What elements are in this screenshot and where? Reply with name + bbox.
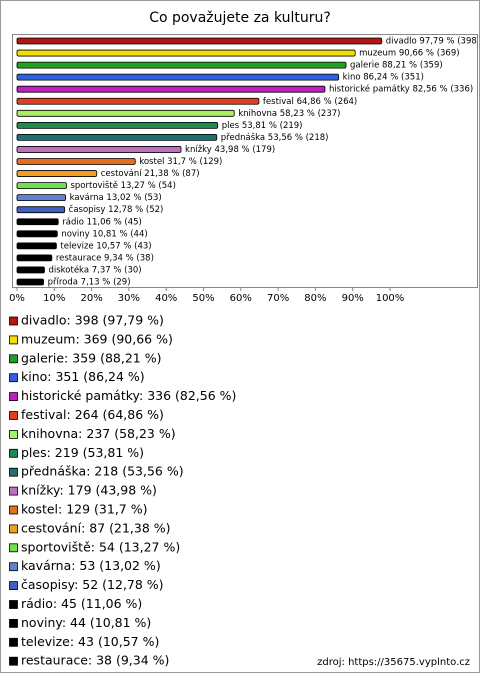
legend-swatch [9, 581, 18, 590]
legend-label: časopisy: 52 (12,78 %) [21, 577, 164, 592]
x-tick-label: 40% [155, 293, 177, 304]
bar [16, 206, 66, 214]
bar [16, 158, 136, 165]
bar [16, 182, 67, 190]
bar [16, 49, 356, 57]
plot: divadlo 97,79 % (398) muzeum 90,66 % (369… [16, 37, 480, 288]
legend-swatch [9, 505, 18, 515]
legend-label: rádio: 45 (11,06 %) [21, 596, 142, 611]
bar-label: sportoviště 13,27 % (54) [70, 180, 175, 191]
legend-label: restaurace: 38 (9,34 %) [21, 653, 169, 668]
bar-label: diskotéka 7,37 % (30) [48, 264, 141, 275]
bar [16, 218, 59, 226]
x-tick-label: 30% [118, 293, 140, 304]
legend: divadlo: 398 (97,79 %) muzeum: 369 (90,66… [9, 313, 236, 677]
x-tick-label: 70% [267, 293, 289, 304]
bar-label: knihovna 58,23 % (237) [238, 109, 340, 119]
legend-label: knihovna: 237 (58,23 %) [21, 426, 176, 441]
chart-title: Co považujete za kulturu? [149, 10, 331, 26]
x-tick-label: 50% [192, 293, 214, 304]
bar [16, 170, 98, 177]
bar [16, 121, 219, 129]
legend-label: kavárna: 53 (13,02 %) [21, 558, 161, 573]
bar [16, 242, 57, 250]
bar-label: časopisy 12,78 % (52) [69, 204, 164, 215]
bar-label: restaurace 9,34 % (38) [56, 253, 154, 263]
x-tick-label: 60% [230, 293, 252, 304]
x-tick-label: 20% [80, 293, 102, 304]
legend-label: historické památky: 336 (82,56 %) [21, 388, 236, 403]
legend-swatch [9, 373, 18, 383]
x-tick-label: 100% [376, 293, 405, 304]
legend-label: sportoviště: 54 (13,27 %) [21, 539, 180, 554]
legend-label: knížky: 179 (43,98 %) [21, 483, 157, 498]
legend-swatch [9, 392, 18, 402]
bar [16, 254, 53, 262]
x-tick-label: 90% [342, 293, 364, 304]
source: zdroj: https://35675.vyplnto.cz [317, 657, 470, 668]
legend-swatch [9, 467, 18, 477]
bar [16, 61, 347, 69]
legend-swatch [9, 637, 18, 647]
legend-label: ples: 219 (53,81 %) [21, 445, 144, 460]
x-tick-label: 80% [304, 293, 326, 304]
legend-label: kino: 351 (86,24 %) [21, 369, 145, 384]
legend-swatch [9, 448, 18, 458]
legend-label: kostel: 129 (31,7 %) [21, 502, 147, 517]
legend-label: muzeum: 369 (90,66 %) [21, 331, 173, 346]
legend-swatch [9, 543, 18, 553]
bar-label: příroda 7,13 % (29) [48, 278, 131, 288]
bar-label: historické památky 82,56 % (336) [329, 84, 473, 95]
bar [16, 194, 66, 202]
bar [16, 278, 44, 286]
legend-swatch [9, 411, 18, 420]
bar [16, 97, 260, 105]
legend-swatch [9, 316, 18, 326]
bar-label: kino 86,24 % (351) [343, 73, 424, 83]
bar-label: přednáška 53,56 % (218) [221, 132, 329, 143]
legend-label: televize: 43 (10,57 %) [21, 634, 159, 649]
bar-label: muzeum 90,66 % (369) [359, 49, 459, 59]
bar [16, 133, 218, 141]
x-tick-label: 10% [43, 293, 65, 304]
bar [16, 85, 326, 93]
legend-label: galerie: 359 (88,21 %) [21, 350, 161, 365]
bar [16, 37, 383, 45]
legend-swatch [9, 562, 18, 572]
legend-swatch [9, 619, 18, 628]
legend-swatch [9, 600, 18, 609]
bar-label: knížky 43,98 % (179) [185, 145, 275, 155]
bar-label: galerie 88,21 % (359) [350, 61, 443, 71]
bar-label: televize 10,57 % (43) [60, 241, 151, 251]
x-axis: 0% 10% 20% 30% 40% 50% 60% 70% 80% 90% 100% [9, 288, 404, 304]
x-tick-label: 0% [9, 293, 25, 304]
bar-label: ples 53,81 % (219) [222, 121, 303, 131]
bar-label: divadlo 97,79 % (398) [386, 37, 480, 47]
bar [16, 73, 340, 81]
bar-label: cestování 21,38 % (87) [101, 169, 200, 179]
legend-swatch [9, 354, 18, 364]
bar [16, 266, 45, 274]
legend-label: divadlo: 398 (97,79 %) [21, 313, 164, 328]
bar-label: rádio 11,06 % (45) [62, 217, 142, 227]
legend-swatch [9, 524, 18, 534]
legend-label: cestování: 87 (21,38 %) [21, 520, 171, 535]
bar-label: kavárna 13,02 % (53) [70, 193, 162, 203]
legend-label: noviny: 44 (10,81 %) [21, 615, 151, 630]
legend-swatch [9, 486, 18, 496]
bar [16, 230, 58, 238]
bar [16, 146, 182, 153]
bar-label: kostel 31,7 % (129) [139, 157, 222, 167]
bar-label: festival 64,86 % (264) [263, 97, 357, 107]
legend-swatch [9, 429, 18, 439]
bar-label: noviny 10,81 % (44) [61, 229, 147, 239]
legend-label: festival: 264 (64,86 %) [21, 407, 164, 422]
legend-swatch [9, 656, 18, 666]
legend-label: přednáška: 218 (53,56 %) [21, 464, 184, 479]
legend-swatch [9, 335, 18, 345]
bar [16, 109, 235, 117]
